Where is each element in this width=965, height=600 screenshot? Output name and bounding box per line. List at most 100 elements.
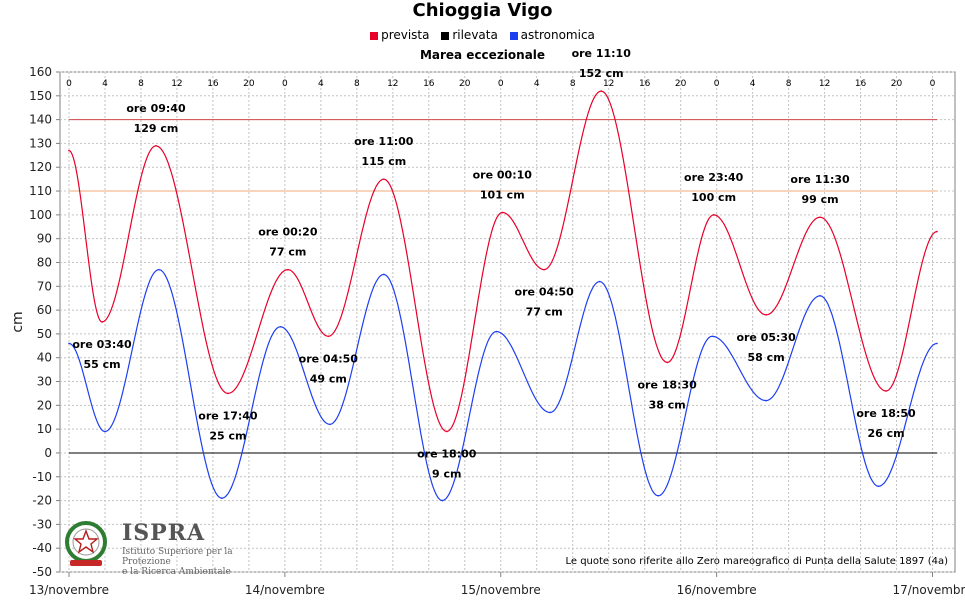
- hour-tick-label: 12: [171, 79, 182, 89]
- hour-tick-label: 20: [459, 79, 471, 89]
- legend-label-astronomica: astronomica: [520, 28, 595, 42]
- extreme-value-label: 25 cm: [209, 429, 246, 442]
- series-point-astronomica: [549, 411, 552, 414]
- hour-tick-label: 4: [534, 79, 540, 89]
- extreme-value-label: 101 cm: [480, 188, 525, 201]
- extreme-value-label: 152 cm: [579, 67, 624, 80]
- series-point-prevista: [383, 178, 385, 180]
- y-tick-label: 150: [29, 89, 52, 103]
- extreme-value-label: 9 cm: [432, 468, 461, 481]
- legend-item-prevista: prevista: [370, 28, 430, 42]
- chart-subtitle: Marea eccezionale: [419, 48, 546, 62]
- extreme-time-label: ore 00:20: [258, 226, 318, 239]
- legend-label-rilevata: rilevata: [452, 28, 498, 42]
- extreme-time-label: ore 18:30: [638, 378, 698, 391]
- series-point-astronomica: [279, 325, 282, 328]
- series-point-prevista: [819, 216, 821, 219]
- extreme-value-label: 100 cm: [691, 191, 736, 204]
- extreme-time-label: ore 18:50: [856, 407, 916, 420]
- y-tick-label: 10: [37, 422, 52, 436]
- series-point-astronomica: [221, 497, 223, 499]
- series-point-prevista: [227, 392, 229, 395]
- legend-swatch-astronomica: [509, 31, 518, 40]
- series-point-prevista: [155, 145, 157, 147]
- series-point-astronomica: [495, 330, 498, 333]
- series-point-astronomica: [383, 273, 385, 276]
- series-point-astronomica: [104, 430, 106, 433]
- series-point-prevista: [543, 268, 545, 271]
- extreme-value-label: 115 cm: [361, 155, 406, 168]
- hour-tick-label: 16: [207, 79, 219, 89]
- chart-title: Chioggia Vigo: [412, 0, 553, 21]
- y-tick-label: 140: [29, 113, 52, 127]
- ispra-logo: ISPRA Istituto Superiore per la Protezio…: [60, 518, 260, 577]
- y-tick-label: 80: [37, 255, 52, 269]
- y-tick-label: -30: [32, 517, 52, 531]
- hour-tick-label: 0: [66, 79, 72, 89]
- extreme-time-label: ore 11:00: [354, 135, 414, 148]
- y-tick-label: 130: [29, 136, 52, 150]
- extreme-time-label: ore 05:30: [736, 331, 796, 344]
- hour-tick-label: 12: [387, 79, 398, 89]
- y-tick-label: 30: [37, 375, 52, 389]
- series-point-astronomica: [598, 280, 601, 283]
- series-point-astronomica: [711, 335, 713, 338]
- hour-tick-label: 0: [498, 79, 504, 89]
- extreme-value-label: 129 cm: [134, 122, 179, 135]
- y-tick-label: 60: [37, 303, 52, 317]
- ispra-emblem-icon: [65, 521, 107, 566]
- series-point-prevista: [327, 335, 330, 338]
- hour-tick-label: 0: [282, 79, 288, 89]
- y-tick-label: -10: [32, 470, 52, 484]
- extreme-value-label: 99 cm: [802, 193, 839, 206]
- hour-tick-label: 12: [603, 79, 614, 89]
- legend-swatch-rilevata: [441, 31, 450, 40]
- y-tick-label: 90: [37, 232, 52, 246]
- extreme-value-label: 38 cm: [649, 398, 686, 411]
- hour-tick-label: 8: [354, 79, 360, 89]
- legend-label-prevista: prevista: [381, 28, 430, 42]
- series-point-astronomica: [441, 499, 444, 502]
- logo-subtitle: Istituto Superiore per la Protezione e l…: [122, 547, 262, 577]
- series-point-prevista: [445, 430, 448, 433]
- series-point-prevista: [936, 230, 938, 233]
- y-tick-label: 100: [29, 208, 52, 222]
- extreme-value-label: 58 cm: [748, 351, 785, 364]
- extreme-time-label: ore 11:10: [572, 47, 632, 60]
- hour-tick-label: 20: [675, 79, 687, 89]
- series-point-astronomica: [765, 399, 767, 402]
- extreme-value-label: 77 cm: [269, 246, 306, 259]
- series-point-prevista: [765, 314, 767, 316]
- series-point-prevista: [501, 211, 504, 214]
- hour-tick-label: 8: [570, 79, 576, 89]
- legend-item-astronomica: astronomica: [509, 28, 595, 42]
- hour-tick-label: 16: [639, 79, 651, 89]
- hour-tick-label: 0: [714, 79, 720, 89]
- hour-tick-label: 12: [819, 79, 830, 89]
- logo-subtitle-line2: e la Ricerca Ambientale: [122, 567, 231, 577]
- hour-tick-label: 8: [138, 79, 144, 89]
- series-point-astronomica: [877, 485, 880, 488]
- y-tick-label: -40: [32, 541, 52, 555]
- extreme-time-label: ore 17:40: [198, 409, 258, 422]
- y-axis-label: cm: [10, 311, 26, 332]
- hour-tick-label: 4: [102, 79, 108, 89]
- hour-tick-label: 8: [786, 79, 792, 89]
- y-tick-label: 120: [29, 160, 52, 174]
- series-point-prevista: [666, 361, 668, 364]
- y-tick-label: 70: [37, 279, 52, 293]
- series-point-prevista: [68, 149, 70, 152]
- extreme-value-label: 26 cm: [867, 427, 904, 440]
- date-tick-label: 17/novembre: [892, 583, 965, 597]
- legend-swatch-prevista: [370, 31, 379, 40]
- plot-area: [59, 71, 956, 573]
- hour-tick-label: 16: [423, 79, 435, 89]
- extreme-time-label: ore 04:50: [515, 286, 575, 299]
- series-point-prevista: [885, 390, 887, 392]
- series-point-astronomica: [329, 423, 331, 426]
- legend-item-rilevata: rilevata: [441, 28, 498, 42]
- y-tick-label: 160: [29, 65, 52, 79]
- hour-tick-label: 4: [750, 79, 756, 89]
- series-point-astronomica: [936, 342, 938, 345]
